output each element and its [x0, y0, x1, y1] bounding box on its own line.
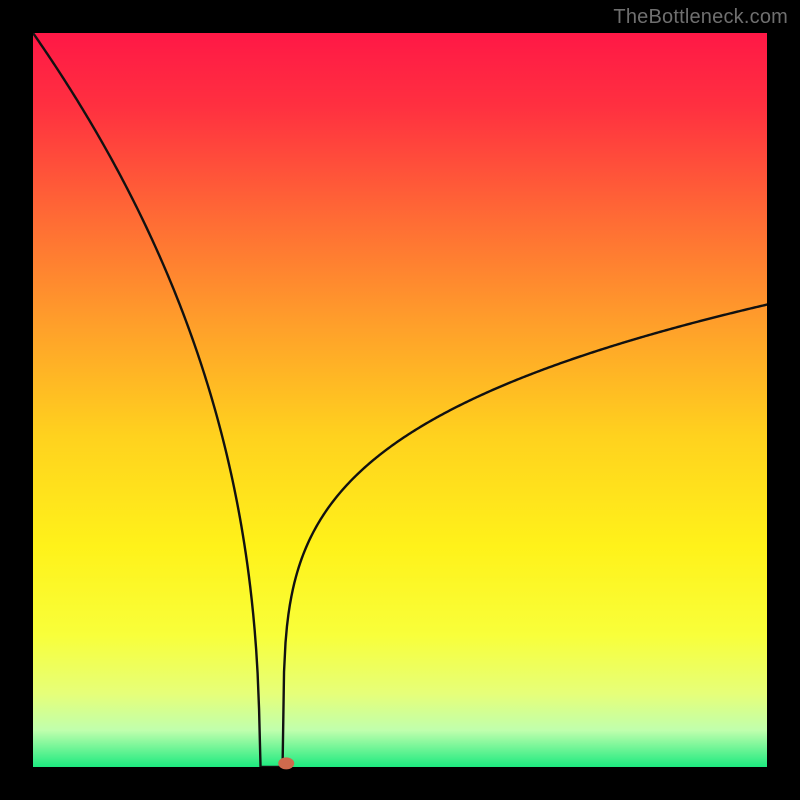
watermark-text: TheBottleneck.com — [613, 6, 788, 29]
plot-background — [33, 33, 767, 767]
optimum-marker — [278, 757, 294, 769]
bottleneck-chart — [0, 0, 800, 800]
chart-container: TheBottleneck.com — [0, 0, 800, 800]
